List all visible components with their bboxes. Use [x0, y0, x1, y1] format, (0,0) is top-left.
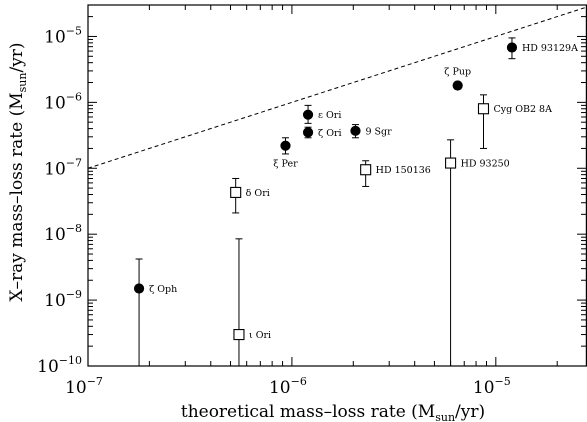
point-label: δ Ori [246, 188, 270, 199]
x-tick-label: 10−6 [269, 375, 307, 398]
y-axis-label: X–ray mass–loss rate (Msun/yr) [7, 42, 29, 301]
point-label: HD 150136 [376, 165, 431, 176]
x-tick-label: 10−5 [473, 375, 511, 398]
data-point-open [230, 186, 242, 198]
y-tick-label: 10−8 [44, 222, 82, 245]
y-tick-label: 10−7 [44, 156, 82, 179]
y-tick-label: 10−6 [44, 90, 82, 113]
point-label: ζ Ori [318, 128, 342, 139]
data-point-filled [452, 80, 463, 91]
data-point-filled [280, 140, 291, 151]
point-label: ζ Oph [149, 284, 177, 295]
point-label: ζ Pup [444, 67, 471, 78]
point-label: Cyg OB2 8A [493, 104, 552, 115]
y-tick-label: 10−5 [44, 24, 82, 47]
point-label: HD 93250 [461, 159, 510, 170]
data-point-filled [133, 283, 145, 294]
y-tick-label: 10−9 [44, 288, 82, 311]
data-point-open [360, 164, 372, 176]
reference-line-y-equals-x [87, 6, 587, 169]
data-point-filled [302, 127, 314, 138]
point-labels-layer: ζ Oph ξ Per ε Ori ζ Ori 9 Sgr ζ Pup HD 93129A δ… [149, 43, 578, 341]
points-layer [133, 42, 518, 341]
y-tick-label: 10−10 [37, 354, 82, 377]
data-point-filled [350, 125, 361, 136]
reference-line-layer [87, 6, 587, 169]
ticks-layer: 10−7 10−6 10−5 10−10 10−9 10−8 10−7 10−6 10−5 [37, 4, 586, 398]
data-point-open [445, 157, 457, 169]
x-tick-label: 10−7 [65, 375, 103, 398]
point-label: 9 Sgr [365, 126, 392, 137]
data-point-filled [302, 109, 314, 120]
point-label: ε Ori [318, 110, 341, 121]
x-axis-label: theoretical mass–loss rate (Msun/yr) [181, 402, 485, 422]
point-label: HD 93129A [522, 43, 578, 54]
point-label: ι Ori [249, 330, 271, 341]
point-label: ξ Per [273, 159, 298, 170]
data-point-filled [506, 42, 518, 53]
data-point-open [477, 103, 490, 115]
plot-frame [87, 4, 587, 367]
data-point-open [233, 329, 245, 341]
